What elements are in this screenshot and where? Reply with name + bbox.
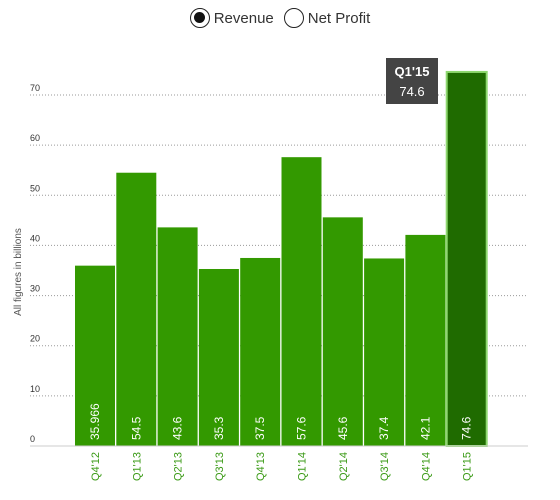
y-tick-label: 10 [30, 384, 40, 394]
bar[interactable] [322, 217, 363, 446]
x-tick-label: Q4'14 [420, 452, 432, 481]
data-label: 35.3 [212, 416, 226, 440]
bar[interactable] [281, 157, 322, 447]
bar[interactable] [240, 257, 281, 446]
y-tick-label: 50 [30, 183, 40, 193]
chart-legend: Revenue Net Profit [0, 6, 560, 30]
tooltip-title: Q1'15 [395, 64, 430, 79]
data-label: 54.5 [129, 416, 143, 440]
x-tick-label: Q3'14 [379, 452, 391, 481]
y-tick-label: 30 [30, 284, 40, 294]
y-axis-label: All figures in billions [13, 228, 24, 316]
legend-label-revenue: Revenue [213, 9, 274, 27]
data-label: 37.4 [377, 416, 391, 440]
y-tick-label: 0 [30, 434, 35, 444]
x-tick-label: Q2'13 [173, 452, 185, 481]
data-label: 74.6 [460, 416, 474, 440]
y-tick-label: 60 [30, 133, 40, 143]
y-tick-label: 20 [30, 334, 40, 344]
bar[interactable] [364, 258, 405, 446]
bar[interactable] [405, 234, 446, 446]
bar[interactable] [445, 70, 488, 447]
x-tick-label: Q3'13 [214, 452, 226, 481]
radio-selected-icon[interactable] [189, 8, 210, 28]
legend-item-revenue[interactable]: Revenue [189, 8, 274, 28]
bar[interactable] [157, 227, 198, 446]
y-axis-ticks: 0 10 20 30 40 50 60 70 [30, 83, 40, 444]
radio-unselected-icon[interactable] [283, 8, 304, 28]
data-label: 35.966 [88, 403, 102, 440]
y-tick-label: 40 [30, 233, 40, 243]
tooltip-box [386, 58, 438, 104]
x-axis-ticks: Q4'12 Q1'13 Q2'13 Q3'13 Q4'13 Q1'14 Q2'14 Q3'14… [90, 452, 474, 481]
tooltip-value: 74.6 [399, 84, 424, 99]
data-label: 45.6 [336, 416, 350, 440]
x-tick-label: Q4'13 [255, 452, 267, 481]
bars: 35.966 54.5 43.6 35.3 37.5 57.6 45.6 37.4 42.1 74… [75, 70, 488, 447]
data-label: 57.6 [295, 416, 309, 440]
x-tick-label: Q1'14 [297, 452, 309, 481]
x-tick-label: Q1'13 [131, 452, 143, 481]
tooltip: Q1'15 74.6 [386, 58, 438, 104]
x-tick-label: Q1'15 [462, 452, 474, 481]
bar[interactable] [75, 265, 115, 446]
x-tick-label: Q4'12 [90, 452, 102, 481]
legend-item-net-profit[interactable]: Net Profit [283, 8, 371, 28]
legend-label-net-profit: Net Profit [307, 9, 371, 27]
x-tick-label: Q2'14 [338, 452, 350, 481]
data-label: 43.6 [171, 416, 185, 440]
y-tick-label: 70 [30, 83, 40, 93]
bar[interactable] [198, 268, 239, 446]
data-label: 37.5 [253, 416, 267, 440]
data-label: 42.1 [418, 416, 432, 440]
bar[interactable] [116, 172, 157, 446]
